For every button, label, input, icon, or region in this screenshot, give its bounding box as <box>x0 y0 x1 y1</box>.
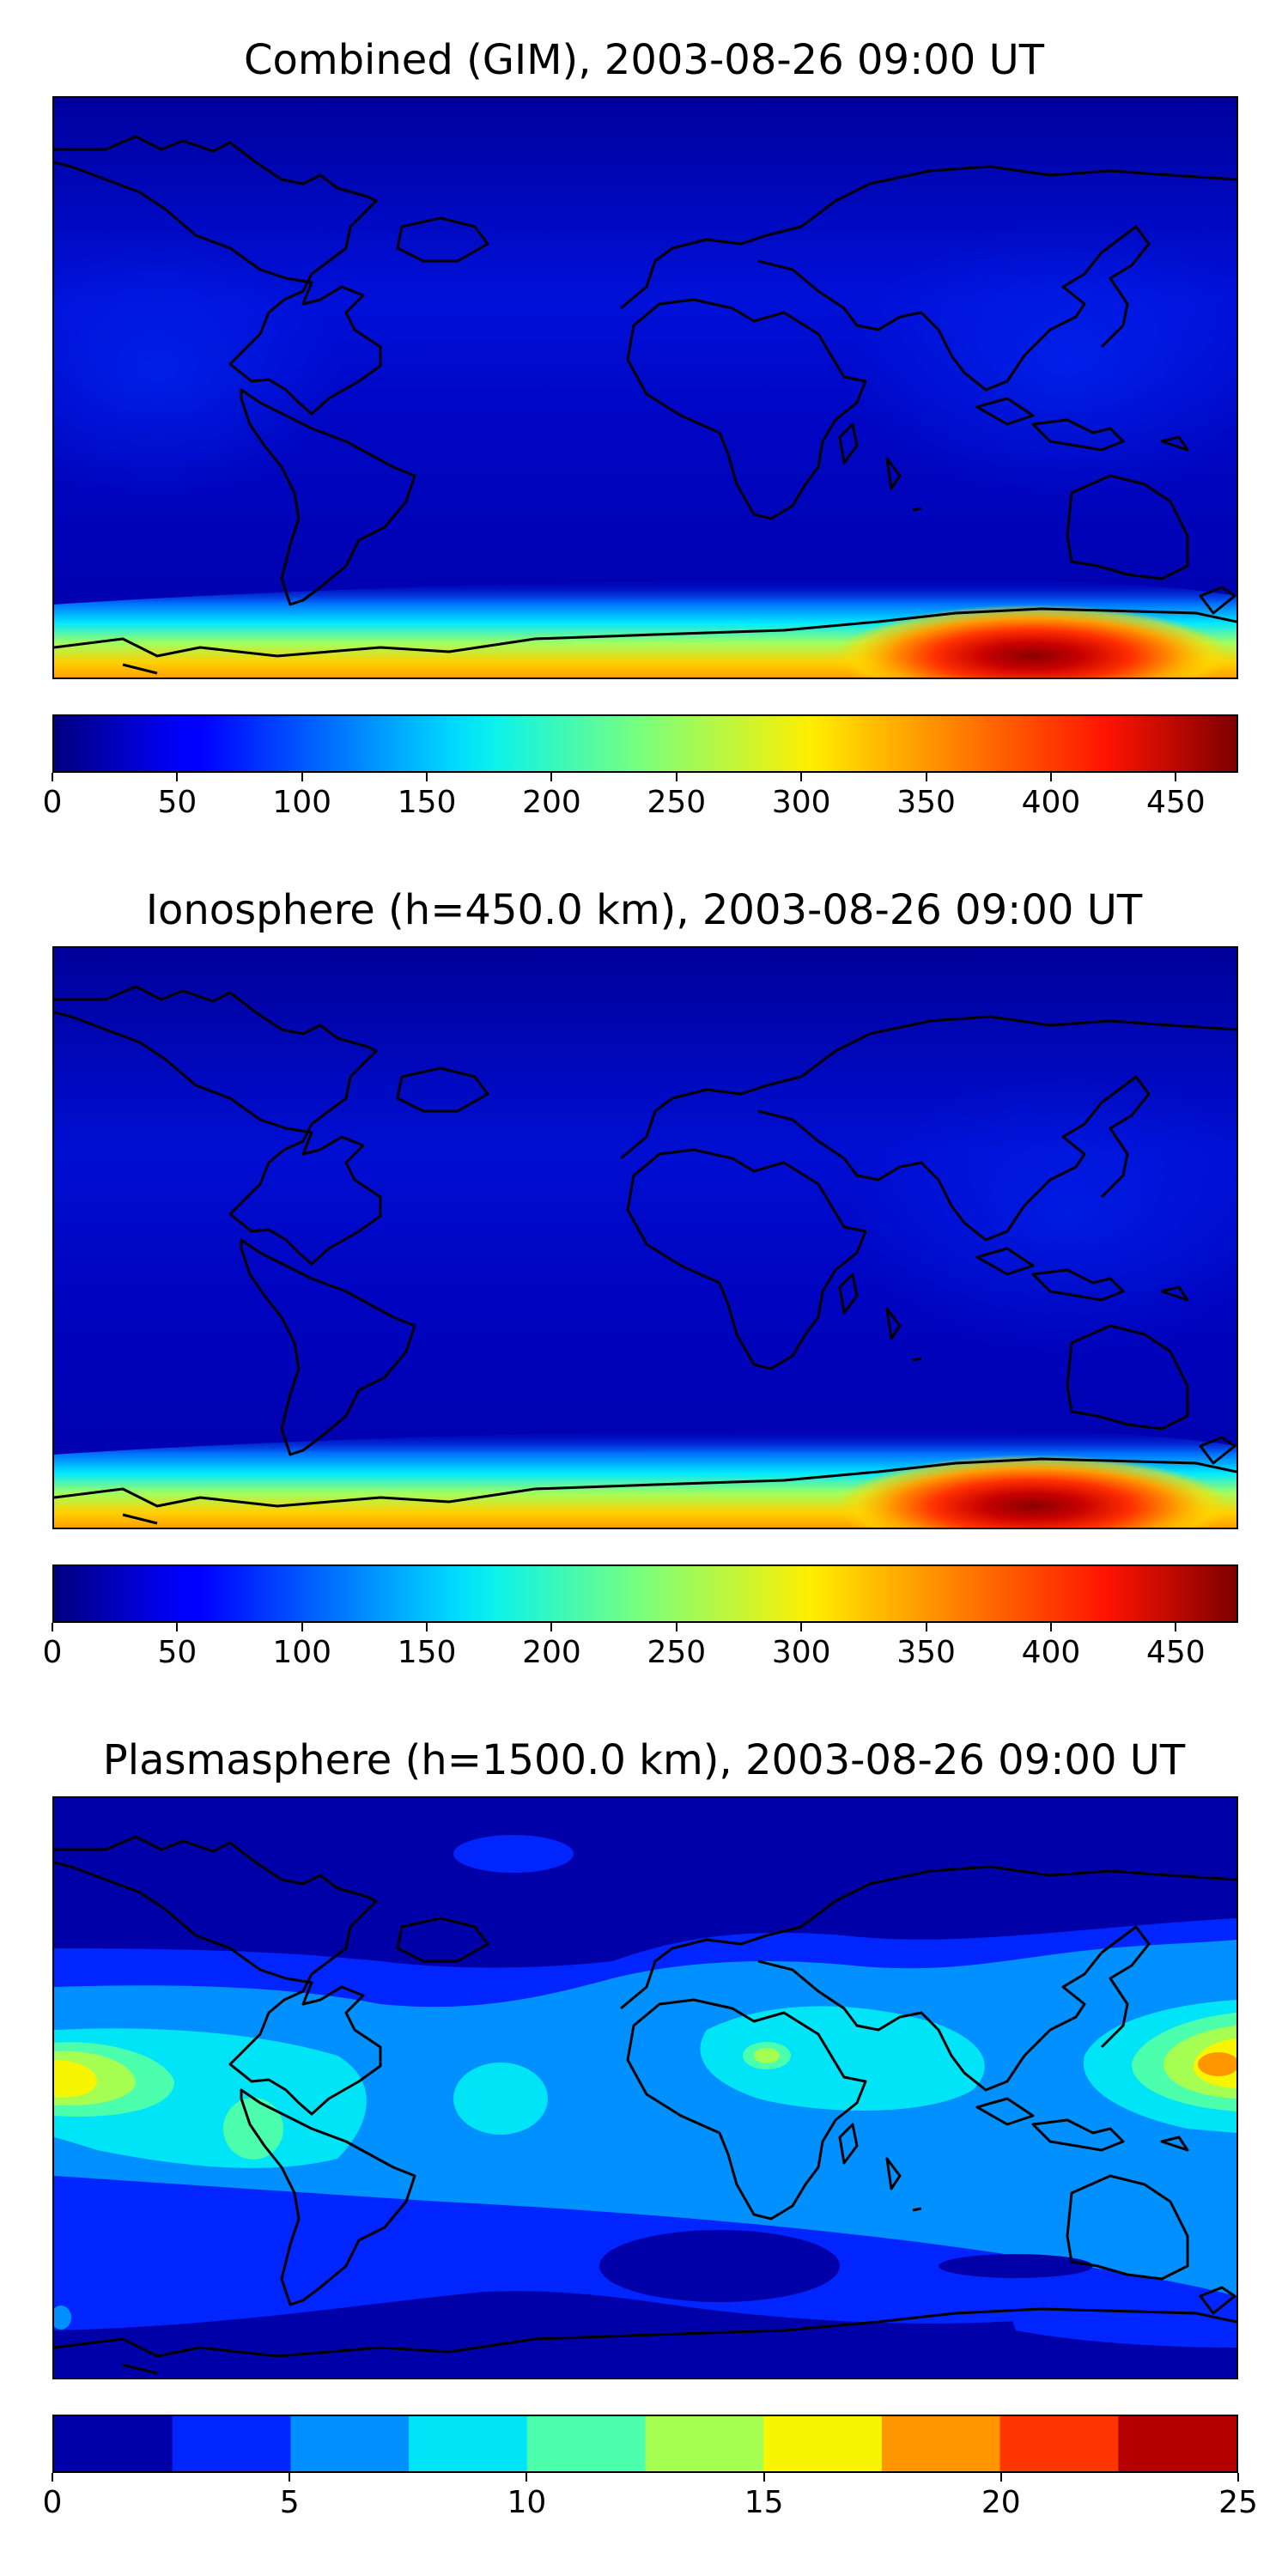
colorbar-tick-mark <box>925 773 927 781</box>
colorbar-segment <box>999 2416 1119 2471</box>
colorbar-tick-mark <box>1049 773 1052 781</box>
colorbar-tick-label: 250 <box>647 1635 707 1670</box>
colorbar-tick-mark <box>52 2473 53 2482</box>
colorbar-tick-mark <box>289 2473 291 2482</box>
colorbar-tick-mark <box>176 773 179 781</box>
panel-title-plasmasphere: Plasmasphere (h=1500.0 km), 2003-08-26 0… <box>102 1736 1186 1784</box>
colorbar-tick-mark <box>800 773 803 781</box>
colorbar-segment <box>172 2416 291 2471</box>
colorbar-tick-label: 450 <box>1145 785 1206 820</box>
colorbar-tick-mark <box>1175 1623 1177 1631</box>
colorbar-tick-label: 15 <box>744 2485 784 2520</box>
colorbar-combined <box>52 714 1238 773</box>
colorbar-tick-label: 200 <box>522 1635 581 1670</box>
colorbar-tick-label: 25 <box>1218 2485 1258 2520</box>
colorbar-segment <box>763 2416 883 2471</box>
colorbar-tick-label: 0 <box>42 1635 63 1670</box>
colorbar-tick-label: 0 <box>42 2485 63 2520</box>
colorbar-tick-mark <box>675 1623 677 1631</box>
colorbar-tick-mark <box>550 1623 553 1631</box>
colorbar-plasmasphere <box>52 2415 1238 2473</box>
colorbar-tick-label: 300 <box>771 1635 831 1670</box>
colorbar-segment <box>409 2416 528 2471</box>
colorbar-ticks-combined: 0 50 100 150 200 250 300 350 400 450 <box>43 773 1238 824</box>
colorbar-tick-mark <box>301 1623 303 1631</box>
colorbar-tick-label: 100 <box>272 1635 332 1670</box>
panel-title-ionosphere: Ionosphere (h=450.0 km), 2003-08-26 09:0… <box>145 886 1143 934</box>
colorbar-segment <box>645 2416 764 2471</box>
colorbar-tick-mark <box>550 773 553 781</box>
colorbar-tick-mark <box>426 1623 428 1631</box>
colorbar-tick-label: 350 <box>896 1635 956 1670</box>
colorbar-tick-label: 150 <box>397 785 457 820</box>
colorbar-tick-mark <box>52 773 53 781</box>
colorbar-tick-mark <box>999 2473 1002 2482</box>
colorbar-tick-label: 450 <box>1145 1635 1206 1670</box>
colorbar-tick-label: 150 <box>397 1635 457 1670</box>
colorbar-ticks-ionosphere: 0 50 100 150 200 250 300 350 400 450 <box>43 1623 1238 1674</box>
colorbar-tick-label: 50 <box>157 785 197 820</box>
colorbar-segment <box>881 2416 1001 2471</box>
colorbar-tick-mark <box>675 773 677 781</box>
colorbar-tick-mark <box>301 773 303 781</box>
panel-title-combined: Combined (GIM), 2003-08-26 09:00 UT <box>243 36 1045 84</box>
colorbar-tick-label: 400 <box>1021 1635 1081 1670</box>
map-combined <box>52 96 1238 679</box>
colorbar-tick-mark <box>426 773 428 781</box>
colorbar-ticks-plasmasphere: 0 5 10 15 20 25 <box>43 2473 1258 2524</box>
colorbar-ionosphere <box>52 1564 1238 1623</box>
colorbar-segment <box>290 2416 410 2471</box>
colorbar-tick-label: 400 <box>1021 785 1081 820</box>
colorbar-tick-label: 10 <box>507 2485 547 2520</box>
colorbar-tick-mark <box>176 1623 179 1631</box>
colorbar-tick-mark <box>762 2473 765 2482</box>
colorbar-tick-mark <box>1237 2473 1239 2482</box>
map-ionosphere <box>52 946 1238 1529</box>
colorbar-tick-label: 300 <box>771 785 831 820</box>
map-plasmasphere <box>52 1796 1238 2379</box>
colorbar-tick-mark <box>526 2473 528 2482</box>
colorbar-tick-mark <box>52 1623 53 1631</box>
colorbar-tick-label: 250 <box>647 785 707 820</box>
colorbar-tick-label: 20 <box>981 2485 1021 2520</box>
colorbar-tick-label: 5 <box>279 2485 300 2520</box>
colorbar-segment <box>54 2416 173 2471</box>
colorbar-tick-label: 350 <box>896 785 956 820</box>
colorbar-segment <box>526 2416 646 2471</box>
colorbar-tick-mark <box>1049 1623 1052 1631</box>
colorbar-tick-mark <box>1175 773 1177 781</box>
colorbar-tick-mark <box>800 1623 803 1631</box>
colorbar-tick-label: 50 <box>157 1635 197 1670</box>
colorbar-tick-label: 0 <box>42 785 63 820</box>
colorbar-tick-label: 100 <box>272 785 332 820</box>
colorbar-tick-label: 200 <box>522 785 581 820</box>
colorbar-tick-mark <box>925 1623 927 1631</box>
colorbar-segment <box>1118 2416 1237 2471</box>
